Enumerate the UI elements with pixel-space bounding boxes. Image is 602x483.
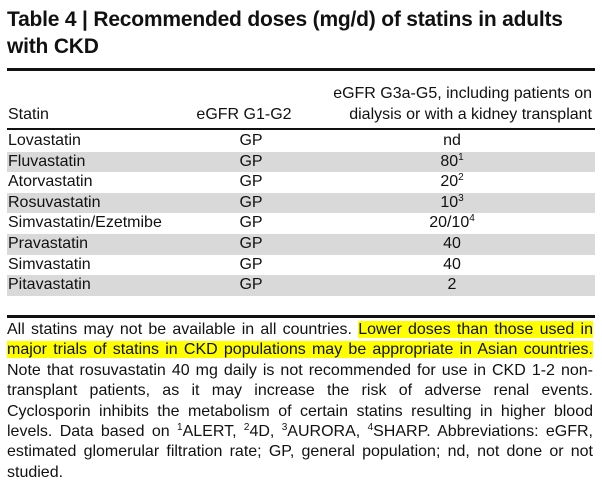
dose-value: 20/10: [429, 214, 470, 232]
footnote-part1: All statins may not be available in all …: [7, 321, 359, 338]
top-rule: [7, 68, 595, 71]
cell-statin: Rosuvastatin: [8, 193, 101, 211]
cell-statin: Atorvastatin: [8, 173, 93, 191]
ref-text: ALERT,: [182, 423, 244, 441]
footnote: All statins may not be available in all …: [7, 320, 593, 483]
cell-g1g2: GP: [239, 214, 263, 232]
cell-g3g5: 103: [307, 193, 597, 214]
cell-g1g2: GP: [239, 276, 263, 294]
header-g1g2: eGFR G1-G2: [196, 106, 292, 123]
cell-g3g5: 40: [307, 255, 597, 276]
table-row: Simvastatin GP 40: [7, 255, 595, 276]
bottom-rule: [7, 315, 595, 318]
table-row: Fluvastatin GP 801: [7, 151, 597, 173]
ref-text: 4D,: [249, 423, 282, 441]
cell-g1g2: GP: [239, 193, 263, 211]
cell-statin: Pitavastatin: [8, 276, 91, 294]
ref-text: AURORA,: [287, 423, 368, 441]
dose-ref: 4: [469, 213, 475, 225]
table-title: Table 4 | Recommended doses (mg/d) of st…: [7, 8, 563, 58]
dose-value: nd: [443, 132, 461, 149]
cell-statin: Simvastatin: [8, 255, 91, 273]
cell-g1g2: GP: [239, 235, 263, 252]
cell-g1g2: GP: [239, 152, 263, 170]
cell-g3g5: 20/104: [307, 213, 597, 234]
header-g3g5-line2: dialysis or with a kidney transplant: [349, 106, 592, 123]
cell-statin: Simvastatin/Ezetmibe: [8, 214, 162, 232]
dose-ref: 3: [458, 192, 464, 204]
dose-value: 80: [440, 152, 459, 170]
cell-g1g2: GP: [239, 132, 263, 149]
cell-statin: Lovastatin: [8, 132, 81, 149]
table-row: Lovastatin GP nd: [7, 131, 595, 152]
dose-ref: 2: [458, 172, 464, 184]
header-rule: [7, 128, 595, 130]
ref-sup: 2: [243, 422, 250, 434]
dose-value: 10: [440, 193, 459, 211]
dose-value: 2: [447, 276, 457, 294]
ref-sup: 1: [177, 422, 183, 434]
ref-text: SHARP.: [373, 423, 431, 441]
header-g3g5-line1: eGFR G3a-G5, including patients on: [333, 85, 592, 102]
cell-g1g2: GP: [239, 255, 263, 273]
table-row: Pravastatin GP 40: [7, 234, 595, 255]
ref-sup: 3: [281, 422, 288, 434]
cell-g1g2: GP: [239, 173, 263, 191]
dose-value: 20: [440, 173, 459, 191]
dose-ref: 1: [458, 151, 464, 163]
cell-g3g5: 801: [307, 152, 597, 173]
cell-g3g5: 202: [307, 172, 597, 193]
cell-g3g5: 2: [307, 275, 597, 296]
dose-value: 40: [443, 255, 461, 273]
cell-statin: Pravastatin: [8, 235, 89, 252]
header-statin: Statin: [8, 106, 49, 123]
ref-sup: 4: [367, 422, 374, 434]
cell-g3g5: 40: [307, 234, 597, 255]
cell-g3g5: nd: [307, 131, 597, 152]
dose-value: 40: [443, 235, 461, 252]
footnote-part2: Note that rosuvastatin 40 mg daily is no…: [7, 361, 593, 441]
table-row: Pitavastatin GP 2: [7, 275, 595, 296]
table-row: Rosuvastatin GP 103: [7, 192, 597, 214]
table-row: Atorvastatin GP 202: [7, 172, 595, 193]
table-row: Simvastatin/Ezetmibe GP 20/104: [7, 213, 595, 234]
cell-statin: Fluvastatin: [8, 152, 86, 170]
